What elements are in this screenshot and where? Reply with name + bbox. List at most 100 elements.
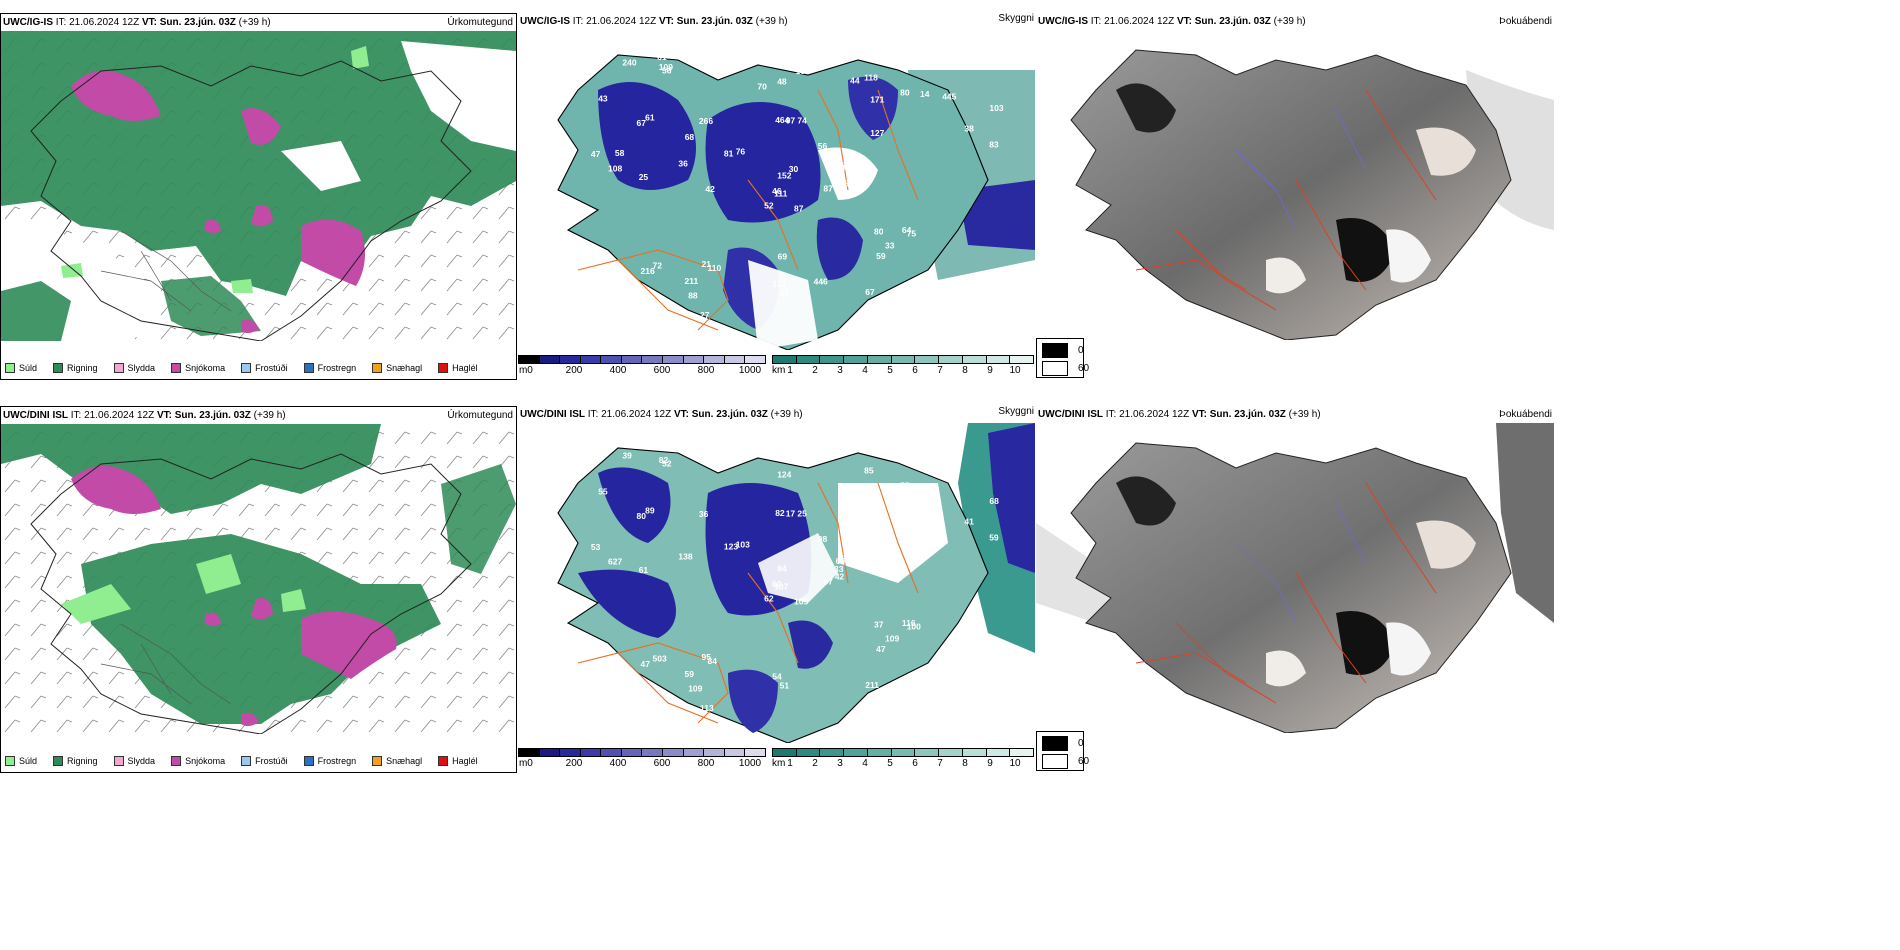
ceiling-label: 47 [591,149,601,159]
ceiling-label: 240 [622,58,636,68]
model-name: UWC/IG-IS [1038,16,1088,27]
colorbar-segment [539,356,561,363]
legend-item: Rigning [53,756,98,766]
ceiling-label: 76 [736,147,746,157]
legend-label: Snjókoma [185,756,226,766]
ceiling-labels: 105 80 107 99 66 84 85 25 59 57 52 40 61 68 62 66 80 82 98… [591,451,999,723]
legend-item: Haglél [438,363,478,373]
ceiling-label: 56 [818,141,828,151]
ceiling-label: 67 [637,118,647,128]
ceiling-label: 75 [907,228,917,238]
colorbar-segment [915,749,940,756]
legend-label: 0 [1078,345,1084,356]
ceiling-label: 42 [949,707,959,717]
ceiling-label: 37 [874,620,884,630]
ceiling-label: 56 [626,320,636,330]
ceiling-label: 86 [621,302,631,312]
legend-item: 0 [1042,343,1084,358]
ceiling-label: 84 [777,564,787,574]
legend-label: 0 [1078,738,1084,749]
legend-label: Haglél [452,756,478,766]
ceiling-label: 44 [850,75,860,85]
legend-item: Frostregn [303,363,356,373]
legend-label: Haglél [452,363,478,373]
init-time: IT: 21.06.2024 12Z [587,409,672,420]
tick-label: 0 [527,365,533,376]
model-name: UWC/IG-IS [520,16,570,27]
tick-label: 800 [697,758,715,769]
ceiling-label: 66 [821,59,831,69]
ceiling-label: 17 [786,509,796,519]
legend-label: Súld [19,363,38,373]
colorbar-segment [704,356,725,363]
colorbar-segment [820,356,845,363]
colorbar-segment [539,749,561,756]
lead-time: (+39 h) [770,409,803,420]
tick-label: 1 [787,365,793,376]
colorbar-segment [663,749,684,756]
colorbar-segment [962,749,987,756]
legend-label: 60 [1078,363,1090,374]
ceiling-label: 110 [708,263,722,273]
colorbar-segment [560,356,581,363]
ceiling-label: 87 [823,184,833,194]
model-name: UWC/DINI ISL [3,410,68,421]
ceiling-label: 54 [772,671,782,681]
colorbar-segment [915,356,940,363]
ceiling-label: 43 [598,94,608,104]
ceiling-label: 38 [964,123,974,133]
ceiling-label: 124 [777,469,791,479]
colorbar-segment [683,749,705,756]
tick-label: 1 [787,758,793,769]
colorbar-segment [1010,356,1034,363]
ceiling-label: 108 [608,163,622,173]
ceiling-label: 58 [615,148,625,158]
visibility-panel-top: UWC/IG-IS IT: 21.06.2024 12Z VT: Sun. 23… [518,13,1036,380]
fog-index-panel-top: UWC/IG-IS IT: 21.06.2024 12Z VT: Sun. 23… [1036,13,1556,380]
init-time: IT: 21.06.2024 12Z [572,16,657,27]
ceiling-label: 40 [982,707,992,717]
ceiling-label: 59 [870,488,880,498]
legend-swatch [5,756,15,766]
ceiling-label: 66 [870,521,880,531]
ceiling-label: 109 [885,633,899,643]
ceiling-label: 82 [659,455,669,465]
colorbar-segment [844,749,868,756]
legend-item: 60 [1042,361,1089,376]
legend-label: Snæhagl [386,756,423,766]
ceiling-label: 103 [736,540,750,550]
tick-label: 400 [609,758,627,769]
legend-swatch [372,363,383,373]
tick-label: 200 [565,365,583,376]
colorbar-segment [773,749,797,756]
fog-index-legend: 0 60 [1036,731,1089,771]
fog-index-map [1036,30,1554,340]
colorbar-segment [663,356,684,363]
tick-label: 400 [609,365,627,376]
ceiling-label: 14 [920,89,930,99]
tick-label: 600 [653,365,671,376]
visibility-colorbar [772,748,1034,757]
visibility-map: 105 80 107 99 66 84 85 25 59 57 52 40 61 68 62 66 80 82 98… [518,423,1035,743]
ceiling-label: 52 [764,201,774,211]
colorbar-segment [601,356,622,363]
ceiling-unit: m [519,365,528,376]
ceiling-label: 109 [621,289,635,299]
valid-time: VT: Sun. 23.jún. 03Z [1176,16,1271,27]
colorbar-segment [519,749,540,756]
legend-swatch [171,756,182,766]
legend-item: Frostúði [241,363,288,373]
panel-field-name: Skyggni [998,406,1034,417]
ceiling-label: 216 [641,266,655,276]
colorbar-segment [704,749,725,756]
legend-item: Snjókoma [171,363,225,373]
ceiling-label: 83 [989,140,999,150]
ceiling-label: 95 [702,652,712,662]
legend-item: Haglél [438,756,478,766]
ceiling-label: 111 [774,189,788,199]
colorbar-segment [621,749,643,756]
ceiling-label: 107 [774,582,788,592]
tick-label: 8 [962,365,968,376]
panel-field-name: Þokuábendi [1499,16,1552,27]
precip-type-panel-top: UWC/IG-IS IT: 21.06.2024 12Z VT: Sun. 23… [0,13,517,380]
